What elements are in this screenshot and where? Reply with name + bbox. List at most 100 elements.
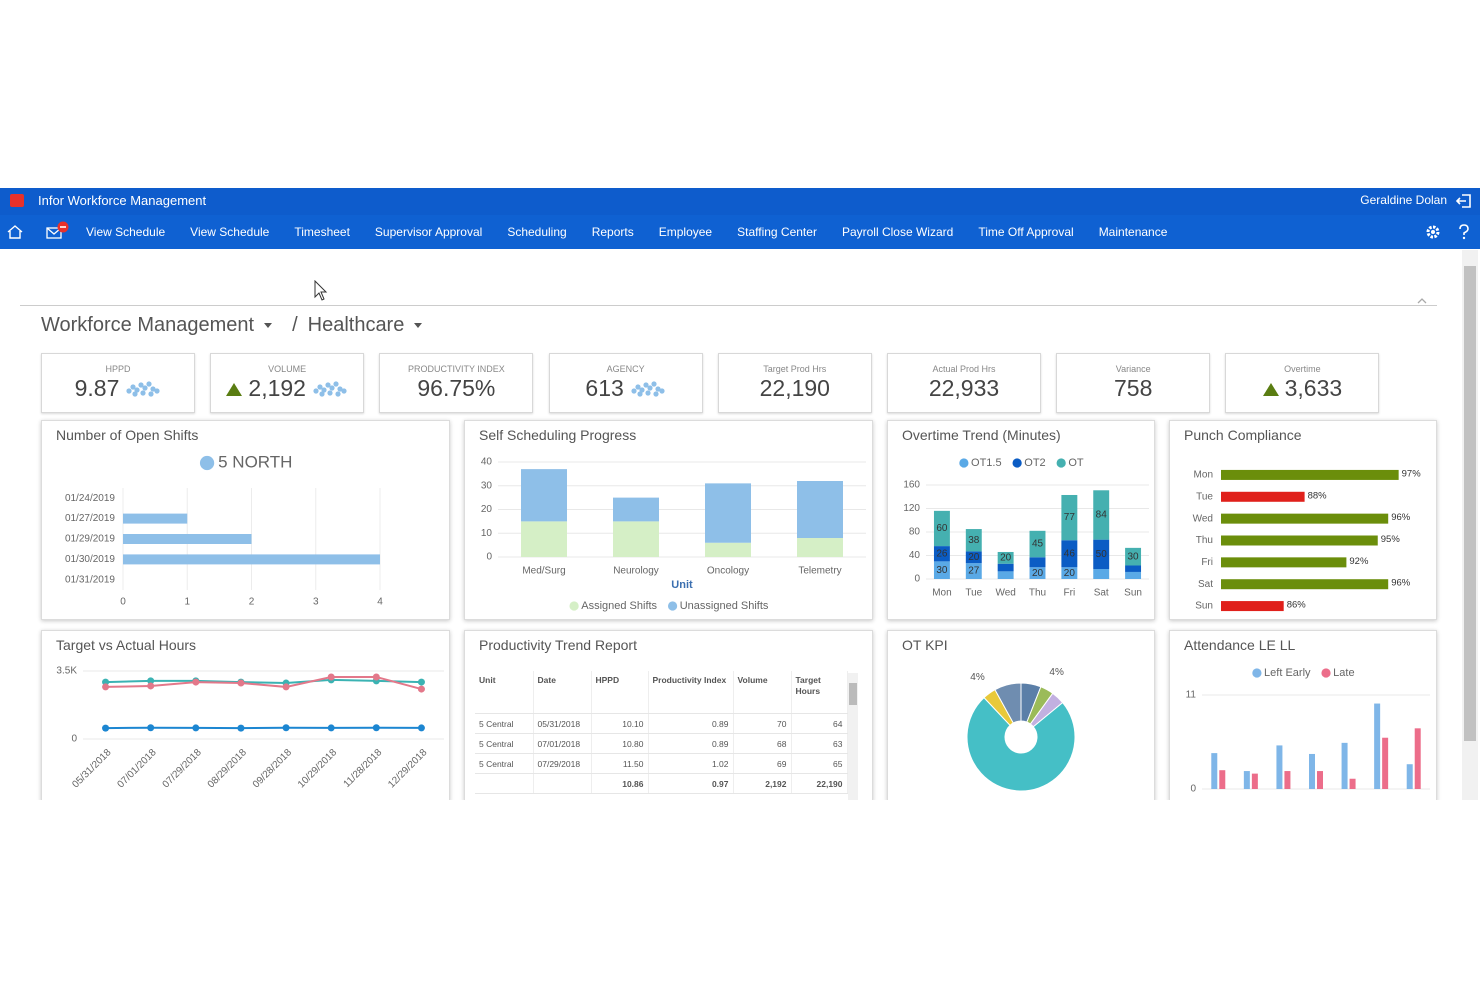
nav-item[interactable]: Reports xyxy=(591,225,634,239)
dropdown-caret[interactable] xyxy=(414,322,423,329)
nav-item[interactable]: Staffing Center xyxy=(737,225,817,239)
bar xyxy=(1406,764,1413,789)
nav-item[interactable]: Scheduling xyxy=(507,225,567,239)
x-tick-label: Sat xyxy=(1094,588,1109,599)
data-label: 60 xyxy=(936,523,948,534)
sparkline-dot xyxy=(643,381,649,388)
column-header[interactable]: HPPD xyxy=(591,671,649,714)
bar xyxy=(797,481,843,538)
help-icon[interactable] xyxy=(1456,223,1472,241)
bar xyxy=(123,554,380,565)
y-tick-label: 01/30/2019 xyxy=(65,554,115,565)
sparkline-dot xyxy=(319,390,325,397)
legend-swatch xyxy=(1321,668,1331,678)
y-tick-label: 40 xyxy=(481,457,493,468)
home-icon[interactable] xyxy=(6,224,24,240)
sparkline-dot xyxy=(142,384,148,391)
y-tick-label: 11 xyxy=(1186,690,1197,701)
kpi-card: AGENCY 613 xyxy=(548,353,703,413)
settings-icon[interactable] xyxy=(1424,223,1442,241)
nav-item[interactable]: Supervisor Approval xyxy=(374,225,483,239)
legend-swatch xyxy=(569,601,579,611)
kpi-value: 22,190 xyxy=(759,375,830,401)
breadcrumb-item[interactable]: Healthcare xyxy=(307,314,405,336)
nav-item[interactable]: Payroll Close Wizard xyxy=(841,225,954,239)
scrollbar[interactable] xyxy=(1462,250,1478,800)
bar xyxy=(965,551,982,564)
breadcrumb-separator: / xyxy=(292,314,298,336)
nav-item[interactable]: Employee xyxy=(658,225,713,239)
user-name[interactable]: Geraldine Dolan xyxy=(1360,193,1447,207)
bar xyxy=(1221,579,1389,590)
x-tick-label: Telemetry xyxy=(798,566,841,577)
data-label: 97% xyxy=(1402,468,1422,479)
x-tick-label: 07/29/2018 xyxy=(161,747,204,790)
point xyxy=(147,677,155,685)
y-tick-label: Fri xyxy=(1201,557,1213,568)
point xyxy=(417,685,425,693)
breadcrumb: Workforce Management / Healthcare xyxy=(41,314,423,337)
total-cell: 10.86 xyxy=(591,773,649,794)
kpi-label: PRODUCTIVITY INDEX xyxy=(407,364,505,374)
bar xyxy=(1382,737,1389,789)
table-cell: 64 xyxy=(791,713,848,734)
sparkline-dot xyxy=(637,390,643,397)
sparkline-dot xyxy=(335,390,341,397)
bar xyxy=(1221,557,1347,568)
y-tick-label: 40 xyxy=(909,550,921,561)
nav-item[interactable]: Time Off Approval xyxy=(978,225,1074,239)
x-tick-label: 10/29/2018 xyxy=(296,747,339,790)
table-row: 5 Central 07/29/2018 11.50 1.02 69 65 xyxy=(475,753,848,774)
kpi-card: HPPD 9.87 xyxy=(41,353,195,413)
dropdown-caret[interactable] xyxy=(264,322,273,329)
collapse-icon[interactable] xyxy=(1416,296,1428,304)
bar xyxy=(1093,490,1110,540)
panel-title: Overtime Trend (Minutes) xyxy=(902,427,1061,443)
series-line xyxy=(105,678,422,685)
cursor xyxy=(314,280,328,301)
logout-icon[interactable] xyxy=(1455,192,1473,210)
totals-row: 10.86 0.97 2,192 22,190 xyxy=(475,773,848,794)
table-cell: 11.50 xyxy=(591,753,649,774)
sparkline-dot xyxy=(639,386,645,393)
data-label: 4% xyxy=(970,672,985,683)
mail-icon[interactable] xyxy=(46,221,72,241)
legend-swatch xyxy=(959,458,969,468)
scroll-thumb[interactable] xyxy=(849,683,857,705)
column-header[interactable]: Target Hours xyxy=(791,671,848,714)
sparkline-dot xyxy=(148,390,154,397)
sparkline-dot xyxy=(138,381,144,388)
column-header[interactable]: Volume xyxy=(733,671,792,714)
panel-title: Number of Open Shifts xyxy=(56,427,199,443)
nav-item[interactable]: Timesheet xyxy=(294,225,350,239)
sparkline-dot xyxy=(655,385,661,392)
chart: 0 40 80 120 160 Mon Tue Wed Thu Fri Sat Sun 30 27 20 20… xyxy=(903,457,1149,599)
bar xyxy=(1125,571,1142,579)
legend: Assigned Shifts Unassigned Shifts xyxy=(569,600,769,612)
nav-item[interactable]: View Schedule xyxy=(190,225,270,239)
nav-item[interactable]: Maintenance xyxy=(1098,225,1168,239)
y-tick-label: 01/27/2019 xyxy=(65,513,115,524)
bar xyxy=(1349,778,1356,789)
data-label: 96% xyxy=(1391,512,1411,523)
bar xyxy=(997,551,1014,564)
column-header[interactable]: Productivity Index xyxy=(648,671,734,714)
y-tick-label: Sat xyxy=(1198,579,1213,590)
logo xyxy=(10,194,24,207)
breadcrumb-item[interactable]: Workforce Management xyxy=(41,314,255,336)
sparkline-dot xyxy=(130,383,136,390)
data-label: 30 xyxy=(1128,551,1140,562)
kpi-value-row: 758 xyxy=(1057,375,1209,402)
data-label: 46 xyxy=(1064,548,1076,559)
kpi-card: Actual Prod Hrs 22,933 xyxy=(887,353,1041,413)
column-header[interactable]: Date xyxy=(533,671,592,714)
table-cell: 07/29/2018 xyxy=(533,753,592,774)
legend-label: Left Early xyxy=(1264,667,1311,679)
data-label: 45 xyxy=(1032,539,1044,550)
bar xyxy=(933,561,950,579)
scroll-thumb[interactable] xyxy=(1464,266,1476,741)
nav-item[interactable]: View Schedule xyxy=(86,225,166,239)
column-header[interactable]: Unit xyxy=(475,671,534,714)
data-label: 20 xyxy=(968,552,980,563)
sparkline-icon xyxy=(313,380,347,397)
